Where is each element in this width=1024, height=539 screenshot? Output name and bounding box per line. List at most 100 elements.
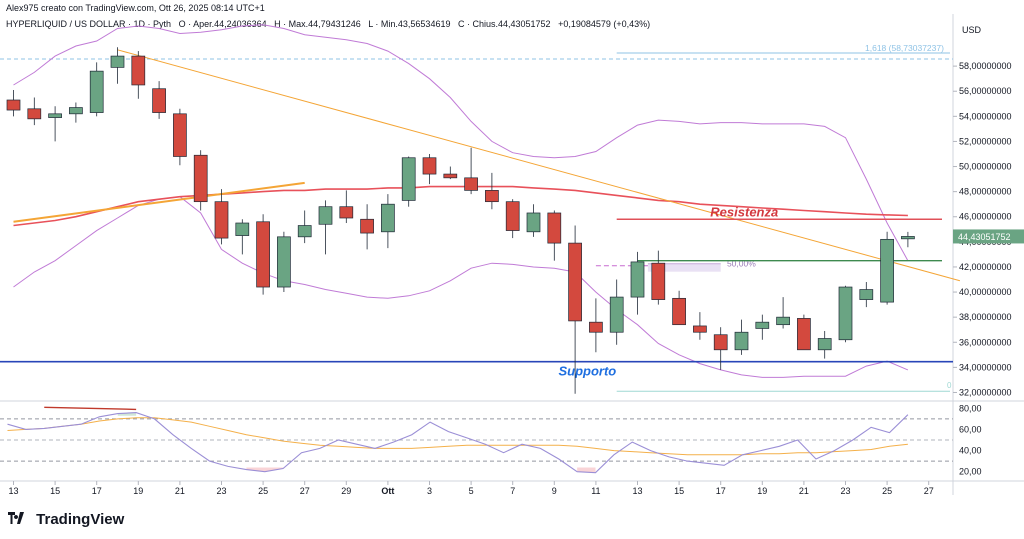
time-tick-label: 25	[882, 486, 892, 496]
time-tick-label: 23	[216, 486, 226, 496]
candle-body	[131, 55, 146, 86]
candle-body	[318, 206, 333, 225]
change-value: +0,19084579 (+0,43%)	[558, 19, 651, 29]
candle-body	[193, 154, 208, 203]
price-tick-label: 58,00000000	[959, 61, 1012, 71]
time-tick-label: 9	[552, 486, 557, 496]
price-tick-label: 52,00000000	[959, 136, 1012, 146]
time-tick-label: 27	[924, 486, 934, 496]
time-tick-label: 21	[799, 486, 809, 496]
candle-body	[69, 107, 83, 115]
time-tick-label: 5	[469, 486, 474, 496]
candle-body	[214, 201, 229, 239]
candle-body	[27, 108, 42, 120]
currency-label: USD	[962, 25, 982, 35]
candle-body	[734, 331, 749, 351]
candle-body	[401, 157, 416, 201]
candle-body	[381, 203, 395, 233]
moving-average	[13, 185, 908, 227]
rsi-line	[7, 412, 909, 474]
price-tick-label: 48,00000000	[959, 187, 1012, 197]
candle-body	[152, 88, 166, 113]
candle-body	[89, 70, 104, 113]
symbol-name[interactable]: HYPERLIQUID / US DOLLAR · 1D · Pyth	[6, 19, 172, 29]
time-tick-label: 15	[674, 486, 684, 496]
price-chart[interactable]: USD 32,00000000 34,00000000 36,00000000 38,0…	[0, 0, 1024, 510]
time-tick-label: 17	[716, 486, 726, 496]
candle-body	[568, 242, 582, 322]
candle-body	[755, 321, 770, 329]
candle-body	[859, 289, 874, 300]
time-tick-label: 15	[50, 486, 60, 496]
candle-body	[297, 225, 312, 238]
bollinger-upper	[13, 24, 909, 261]
candle-body	[485, 190, 499, 203]
candle-body	[48, 113, 62, 118]
price-tick-label: 36,00000000	[959, 337, 1012, 347]
candle-body	[651, 262, 666, 300]
time-tick-label: 27	[300, 486, 310, 496]
price-tick-label: 42,00000000	[959, 262, 1012, 272]
candle-body	[443, 173, 458, 179]
rsi-tick-label: 40,00	[959, 446, 982, 456]
candle-body	[464, 177, 478, 191]
time-tick-label: 13	[632, 486, 642, 496]
price-tick-label: 54,00000000	[959, 111, 1012, 121]
candle-body	[256, 221, 270, 288]
trend-line	[117, 49, 961, 282]
candle-body	[776, 316, 790, 326]
candle-body	[693, 325, 707, 333]
candle-body	[547, 212, 562, 244]
time-tick-label: 19	[133, 486, 143, 496]
time-tick-label: 23	[840, 486, 850, 496]
candle-body	[6, 99, 21, 111]
tradingview-logo[interactable]: TradingView	[8, 511, 124, 528]
tradingview-logo-icon	[8, 511, 28, 528]
candle-body	[817, 338, 832, 351]
candle-body	[797, 318, 811, 351]
time-tick-label: 29	[341, 486, 351, 496]
time-tick-label: 7	[510, 486, 515, 496]
candle-body	[901, 236, 915, 240]
open-value: O · Aper.44,24036364	[178, 19, 267, 29]
close-value: C · Chius.44,43051752	[457, 19, 551, 29]
symbol-legend: HYPERLIQUID / US DOLLAR · 1D · Pyth O · …	[6, 19, 655, 29]
rsi-oversold-fill	[246, 467, 284, 472]
candle-body	[838, 286, 853, 341]
fib-zone	[647, 263, 721, 272]
time-tick-label: 11	[591, 486, 600, 496]
time-tick-label: 3	[427, 486, 432, 496]
last-price-label: 44,43051752	[958, 232, 1011, 242]
trend-line	[13, 181, 305, 223]
price-tick-label: 34,00000000	[959, 362, 1012, 372]
fib-extension-label: 1,618 (58,73037237)	[865, 43, 944, 53]
last-price-badge	[953, 229, 1024, 244]
rsi-divergence-line	[44, 406, 137, 411]
candle-body	[672, 297, 686, 326]
rsi-tick-label: 80,00	[959, 403, 982, 413]
candle-body	[589, 321, 603, 333]
time-tick-label: 17	[92, 486, 102, 496]
candle-body	[713, 334, 728, 351]
high-value: H · Max.44,79431246	[274, 19, 361, 29]
rsi-tick-label: 20,00	[959, 467, 982, 477]
candle-body	[235, 222, 250, 236]
candle-body	[609, 296, 624, 333]
candle-body	[526, 212, 541, 233]
support-label: Supporto	[558, 364, 616, 379]
price-tick-label: 46,00000000	[959, 212, 1012, 222]
time-tick-label: Ott	[381, 486, 394, 496]
rsi-ma-line	[7, 417, 908, 456]
time-tick-label: 13	[8, 486, 18, 496]
price-tick-label: 50,00000000	[959, 162, 1012, 172]
fib-50-label: 50,00%	[727, 259, 756, 269]
price-tick-label: 40,00000000	[959, 287, 1012, 297]
candle-body	[505, 201, 520, 231]
time-tick-label: 25	[258, 486, 268, 496]
resistance-label: Resistenza	[710, 204, 778, 219]
candle-body	[277, 236, 291, 288]
candle-body	[422, 157, 437, 175]
candle-body	[110, 55, 125, 68]
bollinger-lower	[13, 196, 909, 378]
time-tick-label: 19	[757, 486, 767, 496]
